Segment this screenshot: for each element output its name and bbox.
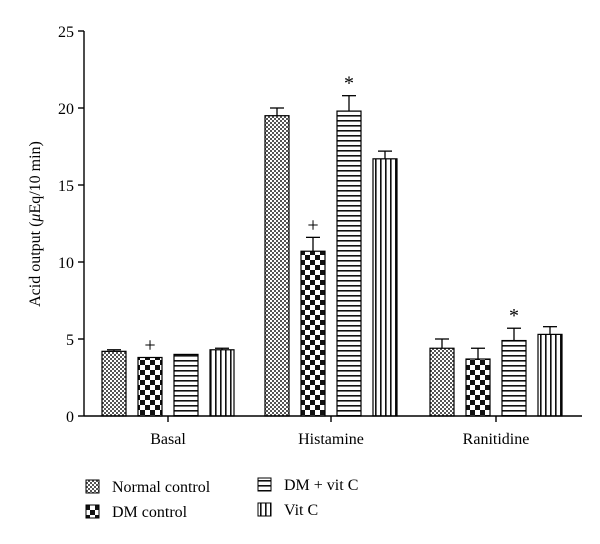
- legend: Normal control DM control DM + vit C Vit C: [85, 477, 358, 521]
- legend-label: DM control: [112, 504, 188, 521]
- annotations-layer: + + * *: [144, 73, 519, 357]
- y-axis-title: Acid output (μEq/10 min): [27, 141, 44, 307]
- legend-swatch: [257, 477, 272, 492]
- significance-marker: *: [509, 305, 519, 327]
- significance-marker: +: [307, 214, 318, 236]
- significance-marker: *: [344, 73, 354, 95]
- category-label: Ranitidine: [463, 431, 530, 448]
- x-categories: Basal Histamine Ranitidine: [150, 416, 529, 448]
- legend-swatch: [257, 502, 272, 517]
- bar-normal-control-histamine: [264, 115, 290, 417]
- y-tick-label: 5: [66, 332, 74, 349]
- significance-marker: +: [144, 334, 155, 356]
- bar-dm-control-basal: [137, 356, 163, 417]
- y-ticks: 0 5 10 15 20 25: [58, 24, 84, 426]
- y-tick-label: 0: [66, 409, 74, 426]
- bar-vit-c-histamine: [372, 158, 398, 417]
- y-tick-label: 10: [58, 255, 74, 272]
- bar-dm-vit-c-ranitidine: [501, 339, 527, 417]
- bars-layer: [101, 110, 563, 417]
- legend-label: Vit C: [284, 502, 318, 519]
- legend-swatch: [85, 504, 100, 519]
- bar-normal-control-ranitidine: [429, 347, 455, 417]
- y-tick-label: 15: [58, 178, 74, 195]
- bar-vit-c-ranitidine: [537, 333, 563, 417]
- legend-label: DM + vit C: [284, 477, 358, 494]
- bar-normal-control-basal: [101, 350, 127, 417]
- y-tick-label: 25: [58, 24, 74, 41]
- bar-dm-control-ranitidine: [465, 358, 491, 417]
- category-label: Histamine: [298, 431, 364, 448]
- bar-dm-vit-c-histamine: [336, 110, 362, 417]
- category-label: Basal: [150, 431, 186, 448]
- bar-vit-c-basal: [209, 349, 235, 417]
- plot-area: + + * * 0 5 10 15 20 25 Basal Histamine Ranitidine: [58, 24, 582, 448]
- bar-dm-control-histamine: [300, 250, 326, 417]
- legend-label: Normal control: [112, 479, 211, 496]
- bar-dm-vit-c-basal: [173, 353, 199, 417]
- y-tick-label: 20: [58, 101, 74, 118]
- legend-swatch: [85, 479, 100, 494]
- error-bars-layer: [107, 95, 557, 360]
